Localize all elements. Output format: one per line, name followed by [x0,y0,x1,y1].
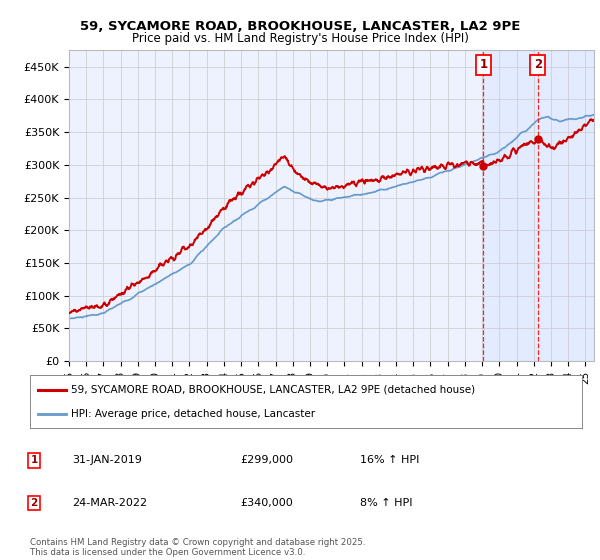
Bar [484,50,594,361]
Text: 59, SYCAMORE ROAD, BROOKHOUSE, LANCASTER, LA2 9PE (detached house): 59, SYCAMORE ROAD, BROOKHOUSE, LANCASTER… [71,385,476,395]
Text: 1: 1 [31,455,38,465]
Text: 31-JAN-2019: 31-JAN-2019 [72,455,142,465]
Text: Contains HM Land Registry data © Crown copyright and database right 2025.
This d: Contains HM Land Registry data © Crown c… [30,538,365,557]
Text: 59, SYCAMORE ROAD, BROOKHOUSE, LANCASTER, LA2 9PE: 59, SYCAMORE ROAD, BROOKHOUSE, LANCASTER… [80,20,520,32]
Text: £340,000: £340,000 [240,498,293,508]
Text: 16% ↑ HPI: 16% ↑ HPI [360,455,419,465]
Text: £299,000: £299,000 [240,455,293,465]
Text: 1: 1 [479,58,488,71]
Text: 24-MAR-2022: 24-MAR-2022 [72,498,147,508]
Text: 2: 2 [31,498,38,508]
Text: 2: 2 [533,58,542,71]
Text: 8% ↑ HPI: 8% ↑ HPI [360,498,413,508]
Text: Price paid vs. HM Land Registry's House Price Index (HPI): Price paid vs. HM Land Registry's House … [131,32,469,45]
Text: HPI: Average price, detached house, Lancaster: HPI: Average price, detached house, Lanc… [71,409,316,419]
